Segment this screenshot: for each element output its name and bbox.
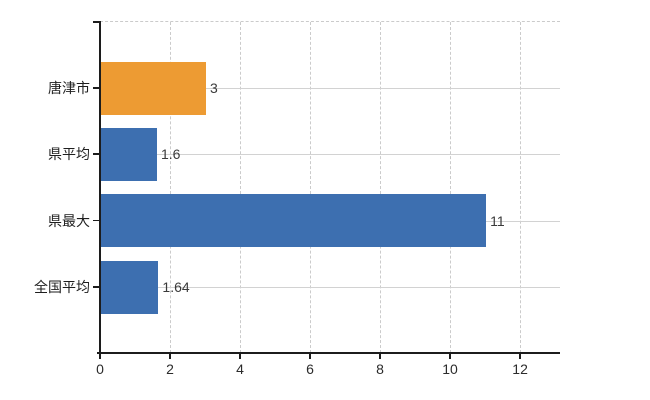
y-axis-tick — [93, 219, 100, 222]
gridline-vertical — [240, 22, 242, 353]
bar-value-label: 11 — [490, 212, 505, 229]
y-axis — [99, 21, 101, 353]
gridline-vertical — [520, 22, 522, 353]
x-axis-tick — [449, 354, 451, 359]
x-axis-tick — [519, 354, 521, 359]
x-tick-label: 6 — [306, 361, 314, 377]
bar-value-label: 3 — [210, 80, 218, 97]
y-axis-tick — [93, 21, 100, 23]
x-tick-label: 4 — [236, 361, 244, 377]
x-tick-label: 12 — [512, 361, 528, 377]
x-tick-label: 8 — [376, 361, 384, 377]
category-label: 全国平均 — [34, 279, 90, 296]
gridline-vertical — [380, 22, 382, 353]
gridline-vertical — [170, 22, 171, 353]
x-axis-tick — [169, 354, 171, 359]
plot-top-border — [100, 21, 560, 22]
y-axis-tick — [93, 286, 100, 288]
category-label: 県平均 — [48, 146, 90, 163]
y-axis-tick — [93, 153, 100, 156]
gridline-vertical — [450, 22, 452, 353]
bar-2[interactable] — [101, 194, 487, 248]
bar-3[interactable] — [101, 260, 159, 314]
x-axis-tick — [379, 354, 381, 359]
bar-value-label: 1.64 — [162, 279, 190, 296]
x-tick-label: 2 — [166, 361, 174, 377]
category-label: 県最大 — [48, 212, 90, 229]
x-axis-tick — [309, 354, 311, 359]
gridline-horizontal — [100, 287, 560, 289]
x-axis-tick — [99, 354, 101, 359]
x-axis — [97, 352, 560, 354]
y-axis-tick — [93, 87, 100, 89]
x-tick-label: 0 — [96, 361, 104, 377]
gridline-horizontal — [100, 88, 560, 90]
gridline-horizontal — [100, 154, 560, 156]
x-axis-tick — [239, 354, 241, 359]
gridline-vertical — [310, 22, 312, 353]
bar-0[interactable] — [101, 61, 207, 115]
category-label: 唐津市 — [48, 80, 90, 97]
bar-value-label: 1.6 — [161, 146, 181, 163]
bar-1[interactable] — [101, 127, 157, 181]
x-tick-label: 10 — [442, 361, 458, 377]
